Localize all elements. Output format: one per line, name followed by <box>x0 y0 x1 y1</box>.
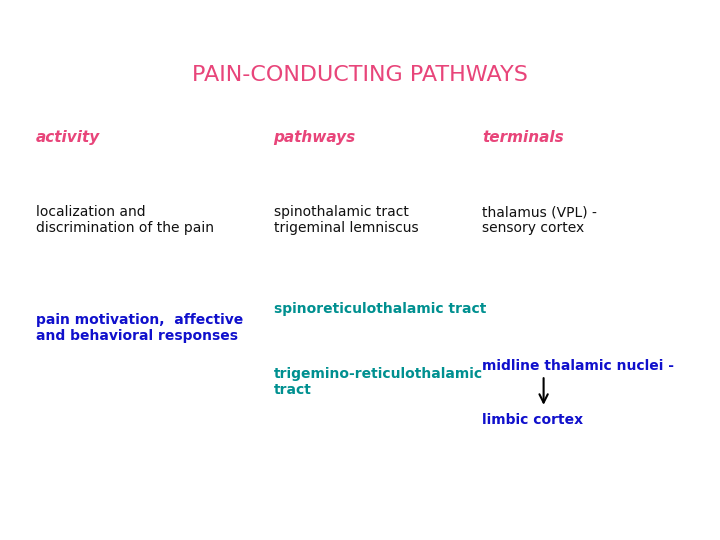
Text: PAIN-CONDUCTING PATHWAYS: PAIN-CONDUCTING PATHWAYS <box>192 65 528 85</box>
Text: trigemino-reticulothalamic
tract: trigemino-reticulothalamic tract <box>274 367 482 397</box>
Text: thalamus (VPL) -
sensory cortex: thalamus (VPL) - sensory cortex <box>482 205 598 235</box>
Text: spinothalamic tract
trigeminal lemniscus: spinothalamic tract trigeminal lemniscus <box>274 205 418 235</box>
Text: activity: activity <box>36 130 100 145</box>
Text: limbic cortex: limbic cortex <box>482 413 583 427</box>
Text: localization and
discrimination of the pain: localization and discrimination of the p… <box>36 205 214 235</box>
Text: spinoreticulothalamic tract: spinoreticulothalamic tract <box>274 302 486 316</box>
Text: midline thalamic nuclei -: midline thalamic nuclei - <box>482 359 675 373</box>
Text: pathways: pathways <box>274 130 356 145</box>
Text: pain motivation,  affective
and behavioral responses: pain motivation, affective and behaviora… <box>36 313 243 343</box>
Text: terminals: terminals <box>482 130 564 145</box>
